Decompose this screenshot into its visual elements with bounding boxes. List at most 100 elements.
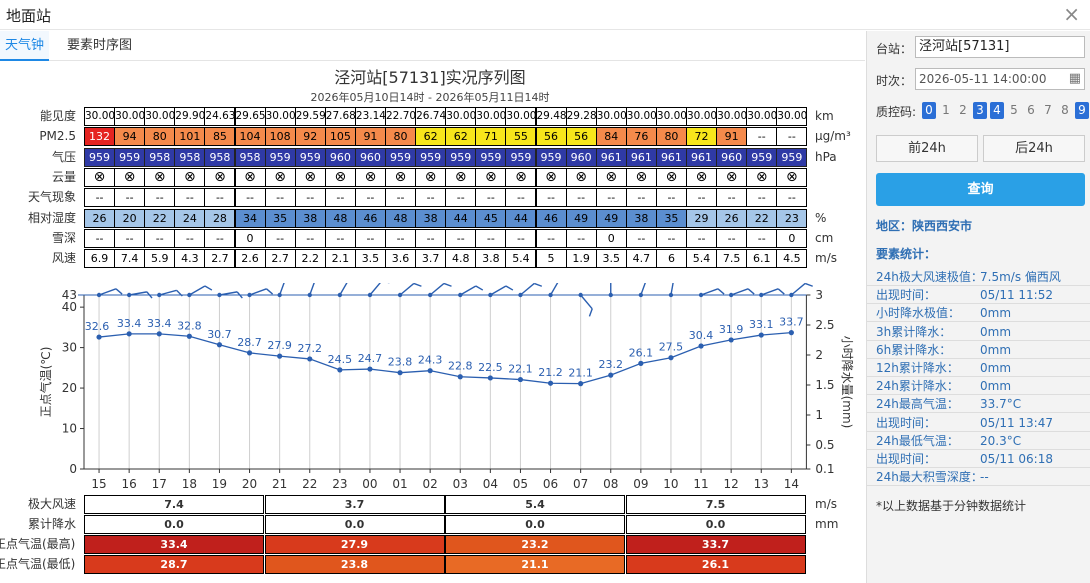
wind-barb-flag xyxy=(475,285,484,291)
time-value: 2026-05-11 14:00:00 xyxy=(919,72,1047,86)
x-tick-label: 21 xyxy=(272,477,287,491)
tab-element-timeseries[interactable]: 要素时序图 xyxy=(67,38,133,53)
humidity-cell: 38 xyxy=(625,208,657,228)
row-cloud: 云量 ⊗ ⊗ ⊗ ⊗ ⊗ ⊗ ⊗ ⊗ ⊗ ⊗ ⊗ ⊗ ⊗ ⊗ ⊗ ⊗ ⊗ ⊗ ⊗ ⊗ ⊗ ⊗ ⊗ ⊗ xyxy=(0,167,860,187)
visibility-cell: 29.65 xyxy=(234,107,266,126)
station-input[interactable]: 泾河站[57131] xyxy=(915,36,1085,58)
wind-barb-shaft xyxy=(98,288,117,296)
y-right-tick-label: 1.5 xyxy=(815,378,834,392)
pressure-cell: 960 xyxy=(565,147,597,167)
qc-code-9[interactable]: 9 xyxy=(1075,102,1089,119)
temperature-point xyxy=(186,333,192,339)
tab-weather-clock[interactable]: 天气钟 xyxy=(0,31,50,61)
summary-label-tmin: 正点气温(最低) xyxy=(0,557,76,571)
qc-code-0[interactable]: 0 xyxy=(922,102,936,119)
temperature-point xyxy=(307,356,313,362)
visibility-cell: 29.59 xyxy=(294,107,326,126)
qc-code-3[interactable]: 3 xyxy=(973,102,987,119)
pressure-cell: 959 xyxy=(294,147,326,167)
qc-code-2[interactable]: 2 xyxy=(959,103,967,117)
time-input[interactable]: 2026-05-11 14:00:00 ▦ xyxy=(915,68,1085,90)
qc-code-1[interactable]: 1 xyxy=(942,103,950,117)
temperature-point xyxy=(698,343,704,349)
row-label-snow: 雪深 xyxy=(51,230,76,245)
y-right-tick-label: 2 xyxy=(815,348,823,362)
calendar-icon[interactable]: ▦ xyxy=(1068,71,1081,86)
wind-barb xyxy=(761,288,785,296)
close-icon[interactable]: × xyxy=(1063,2,1080,26)
temperature-data-label: 21.1 xyxy=(568,367,593,380)
weather-cell: -- xyxy=(174,188,206,208)
visibility-cell: 30.00 xyxy=(475,107,507,126)
temperature-point xyxy=(457,374,463,380)
qc-code-5[interactable]: 5 xyxy=(1010,103,1018,117)
cloud-cell: ⊗ xyxy=(595,167,627,187)
query-panel: 台站： 泾河站[57131] 时次： 2026-05-11 14:00:00 ▦… xyxy=(866,31,1090,583)
pm25-cell: 94 xyxy=(114,127,146,147)
cloud-cell: ⊗ xyxy=(445,167,477,187)
x-tick-label: 22 xyxy=(302,477,317,491)
stat-row: 24h最高气温： 33.7°C xyxy=(867,395,1090,414)
query-button[interactable]: 查询 xyxy=(876,173,1085,206)
wind-barb-point xyxy=(397,292,403,298)
wind-barb xyxy=(278,283,287,296)
weather-cell: -- xyxy=(776,188,808,208)
chart-title: 泾河站[57131]实况序列图 xyxy=(334,68,526,87)
temperature-data-label: 22.1 xyxy=(508,363,533,376)
qc-code-8[interactable]: 8 xyxy=(1061,103,1069,117)
weather-cell: -- xyxy=(716,188,748,208)
prev-24h-button[interactable]: 前24h xyxy=(876,135,978,162)
pm25-cell: 108 xyxy=(264,127,296,147)
wind-barb-shaft xyxy=(309,283,317,296)
visibility-cell: 30.00 xyxy=(655,107,687,126)
pm25-cell: 104 xyxy=(234,127,266,147)
humidity-cell: 48 xyxy=(324,208,356,228)
temperature-data-label: 27.2 xyxy=(298,342,323,355)
pm25-cell: 80 xyxy=(144,127,176,147)
wind-barb-point xyxy=(608,292,613,298)
tmax-summary-cell: 33.4 xyxy=(84,535,264,554)
tmax-summary-cell: 27.9 xyxy=(264,535,445,554)
cloud-cell: ⊗ xyxy=(655,167,687,187)
stat-value: 05/11 13:47 xyxy=(980,415,1053,430)
pm25-cell: 91 xyxy=(716,127,748,147)
weather-cell: -- xyxy=(204,188,236,208)
snow-cell: -- xyxy=(445,228,477,248)
weather-cell: -- xyxy=(415,188,447,208)
row-pm25: PM2.5 132 94 80 101 85 104 108 92 105 91 80 62 62 71 55… xyxy=(0,126,860,147)
wind-cell: 4.7 xyxy=(625,249,657,269)
pm25-cell: 56 xyxy=(565,127,597,147)
humidity-cell: 35 xyxy=(655,208,687,228)
stat-value: 0mm xyxy=(980,306,1012,321)
qc-code-7[interactable]: 7 xyxy=(1044,103,1052,117)
temperature-data-label: 22.8 xyxy=(448,360,473,373)
qc-code-4[interactable]: 4 xyxy=(990,102,1004,119)
temperature-point xyxy=(246,350,253,356)
temperature-data-label: 32.8 xyxy=(177,319,202,332)
summary-row-precip: 累计降水 0.0 0.0 0.0 0.0 mm xyxy=(0,515,860,534)
wind-barb-flag xyxy=(747,288,755,295)
cloud-cell: ⊗ xyxy=(415,167,447,187)
next-24h-button[interactable]: 后24h xyxy=(983,135,1085,162)
pressure-cell: 959 xyxy=(535,147,567,167)
stat-value: 05/11 11:52 xyxy=(980,288,1053,303)
temperature-point xyxy=(638,360,644,366)
wind-cell: 2.7 xyxy=(264,249,296,269)
wind-barb-point xyxy=(548,292,553,298)
wind-barb xyxy=(670,283,675,296)
humidity-cell: 49 xyxy=(595,208,627,228)
temperature-point xyxy=(487,375,493,381)
pm25-cell: 105 xyxy=(324,127,356,147)
temperature-data-label: 24.3 xyxy=(418,354,443,367)
weather-cell: -- xyxy=(114,188,146,208)
stat-row: 小时降水极值： 0mm xyxy=(867,304,1090,323)
pressure-cell: 960 xyxy=(324,147,356,167)
pm25-cell: 55 xyxy=(505,127,537,147)
wind-barb-point xyxy=(126,292,132,298)
pm25-cell: 80 xyxy=(655,127,687,147)
pm25-cell: 85 xyxy=(204,127,236,147)
humidity-cell: 38 xyxy=(294,208,326,228)
pressure-cell: 959 xyxy=(114,147,146,167)
qc-code-6[interactable]: 6 xyxy=(1027,103,1035,117)
wind-cell: 5.4 xyxy=(686,249,718,269)
